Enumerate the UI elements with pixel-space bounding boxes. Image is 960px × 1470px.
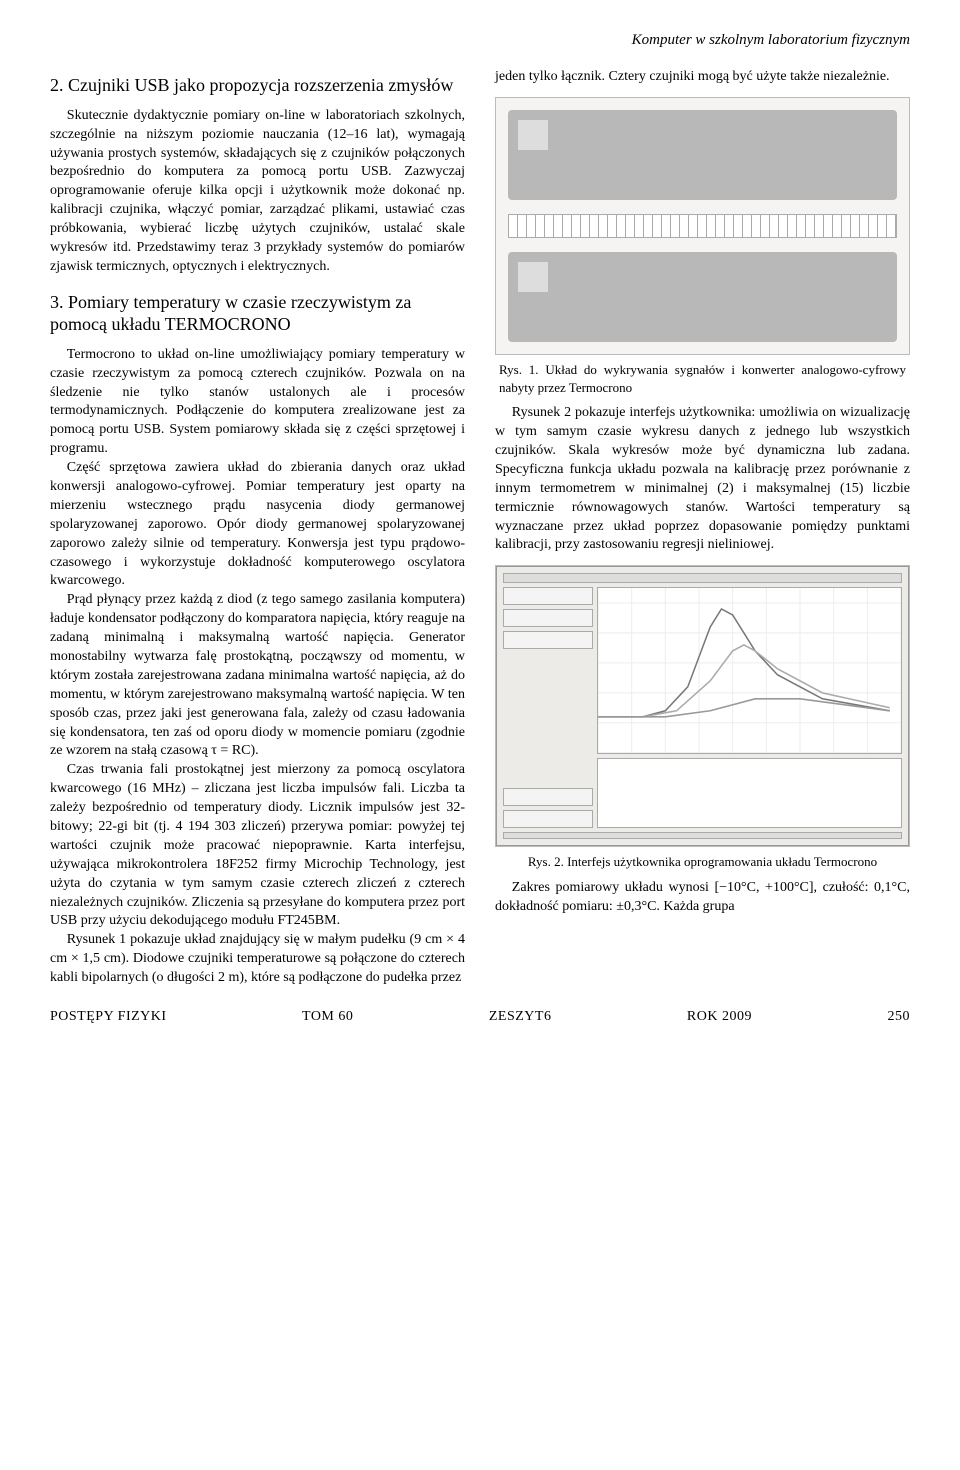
right-para-top: jeden tylko łącznik. Cztery czujniki mog… — [495, 68, 910, 87]
gui-button — [503, 788, 593, 806]
footer-rok: ROK 2009 — [687, 1008, 752, 1027]
gui-button — [503, 609, 593, 627]
gui-plot — [597, 587, 902, 754]
section-3-para-4: Czas trwania fali prostokątnej jest mier… — [50, 761, 465, 931]
figure-2-image — [495, 565, 910, 847]
gui-button — [503, 587, 593, 605]
footer-tom: TOM 60 — [302, 1008, 353, 1027]
section-2-para-1: Skutecznie dydaktycznie pomiary on-line … — [50, 107, 465, 277]
gui-statusbar — [503, 832, 902, 840]
section-3-title: 3. Pomiary temperatury w czasie rzeczywi… — [50, 291, 465, 336]
section-2-title: 2. Czujniki USB jako propozycja rozszerz… — [50, 74, 465, 97]
footer-page: 250 — [887, 1008, 910, 1027]
gui-button — [503, 631, 593, 649]
section-3-para-1: Termocrono to układ on-line umożliwiając… — [50, 346, 465, 459]
ruler-graphic — [508, 214, 897, 238]
right-column: jeden tylko łącznik. Cztery czujniki mog… — [495, 68, 910, 988]
left-column: 2. Czujniki USB jako propozycja rozszerz… — [50, 68, 465, 988]
right-para-mid: Rysunek 2 pokazuje interfejs użytkownika… — [495, 404, 910, 555]
figure-1-image — [495, 97, 910, 355]
figure-1-caption: Rys. 1. Układ do wykrywania sygnałów i k… — [495, 361, 910, 396]
pcb-top-view — [508, 110, 897, 200]
gui-button — [503, 810, 593, 828]
pcb-bottom-view — [508, 252, 897, 342]
gui-data-table — [597, 758, 902, 828]
page-footer: POSTĘPY FIZYKI TOM 60 ZESZYT6 ROK 2009 2… — [50, 1008, 910, 1027]
figure-2: Rys. 2. Interfejs użytkownika oprogramow… — [495, 565, 910, 871]
gui-sidebar — [503, 587, 593, 828]
two-column-layout: 2. Czujniki USB jako propozycja rozszerz… — [50, 68, 910, 988]
right-para-bottom: Zakres pomiarowy układu wynosi [−10°C, +… — [495, 879, 910, 917]
figure-2-caption: Rys. 2. Interfejs użytkownika oprogramow… — [495, 853, 910, 871]
section-3-para-5: Rysunek 1 pokazuje układ znajdujący się … — [50, 931, 465, 988]
gui-titlebar — [503, 573, 902, 583]
footer-journal: POSTĘPY FIZYKI — [50, 1008, 167, 1027]
running-header: Komputer w szkolnym laboratorium fizyczn… — [50, 30, 910, 50]
section-3-para-3: Prąd płynący przez każdą z diod (z tego … — [50, 591, 465, 761]
footer-zeszyt: ZESZYT6 — [489, 1008, 552, 1027]
figure-1: Rys. 1. Układ do wykrywania sygnałów i k… — [495, 97, 910, 396]
section-3-para-2: Część sprzętowa zawiera układ do zbieran… — [50, 459, 465, 591]
